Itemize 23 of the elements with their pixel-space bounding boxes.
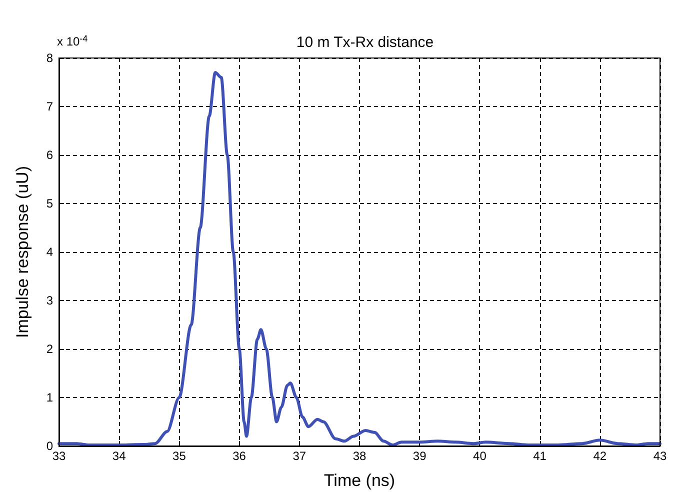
y-tick-label: 2 xyxy=(46,342,54,356)
y-tick-label: 6 xyxy=(46,148,54,162)
y-tick-label: 5 xyxy=(46,196,54,210)
x-tick-label: 33 xyxy=(52,449,66,463)
x-tick-label: 40 xyxy=(473,449,487,463)
x-tick-label: 37 xyxy=(292,449,306,463)
x-tick-label: 38 xyxy=(352,449,366,463)
chart-title: 10 m Tx-Rx distance xyxy=(296,34,434,51)
y-tick-label: 0 xyxy=(46,439,54,453)
y-tick-label: 8 xyxy=(46,51,54,65)
x-tick-label: 36 xyxy=(232,449,246,463)
x-axis-title: Time (ns) xyxy=(324,471,396,490)
x-tick-label: 34 xyxy=(112,449,126,463)
y-axis-title: Impulse response (uU) xyxy=(13,166,32,338)
x-tick-label: 35 xyxy=(172,449,186,463)
y-tick-label: 3 xyxy=(46,294,54,308)
y-tick-label: 1 xyxy=(46,390,54,404)
x-tick-label: 42 xyxy=(593,449,607,463)
y-tick-label: 7 xyxy=(46,100,54,114)
x-tick-label: 39 xyxy=(412,449,427,463)
x-tick-label: 41 xyxy=(533,449,547,463)
y-tick-label: 4 xyxy=(46,245,54,259)
x-tick-label: 43 xyxy=(653,449,667,463)
